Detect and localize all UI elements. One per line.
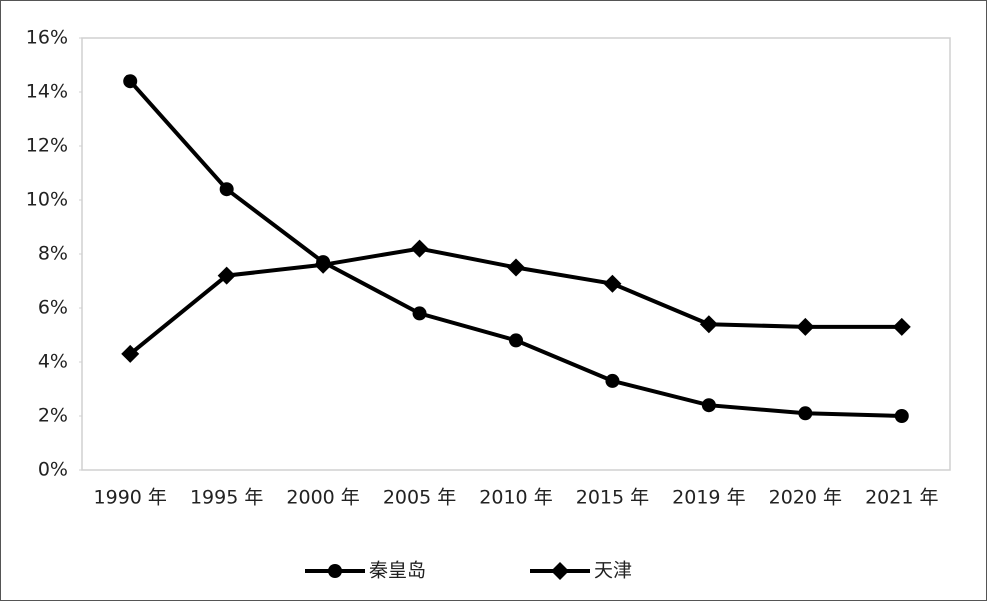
legend-label: 天津 [594,560,632,582]
y-tick-label: 12% [26,135,68,157]
marker [605,373,620,388]
marker [123,74,138,89]
x-tick-label: 2015 年 [576,487,649,509]
marker [892,317,911,336]
marker [217,266,236,285]
legend-marker [551,562,569,580]
y-tick-label: 16% [26,27,68,49]
x-tick-label: 2010 年 [479,487,552,509]
y-tick-label: 14% [26,81,68,103]
marker [410,239,429,258]
marker [314,255,333,274]
marker [412,306,427,321]
y-tick-label: 0% [38,459,68,481]
marker [219,182,234,197]
y-tick-label: 4% [38,351,68,373]
marker [699,315,718,334]
marker [507,258,525,277]
x-tick-label: 2000 年 [286,487,359,509]
y-tick-label: 10% [26,189,68,211]
marker [798,406,813,421]
x-tick-label: 2019 年 [672,487,745,509]
x-tick-label: 1995 年 [190,487,263,509]
marker [894,409,909,423]
legend-label: 秦皇岛 [369,560,426,582]
marker [509,333,523,348]
marker [603,274,622,293]
y-tick-label: 6% [38,297,68,319]
marker [796,317,815,336]
x-tick-label: 2020 年 [769,487,842,509]
x-tick-label: 2005 年 [383,487,456,509]
marker [701,398,716,413]
y-tick-label: 8% [38,243,68,265]
x-tick-label: 1990 年 [94,487,167,509]
legend-marker [328,564,342,578]
marker [121,344,140,363]
x-tick-label: 2021 年 [865,487,938,509]
y-tick-label: 2% [38,405,68,427]
